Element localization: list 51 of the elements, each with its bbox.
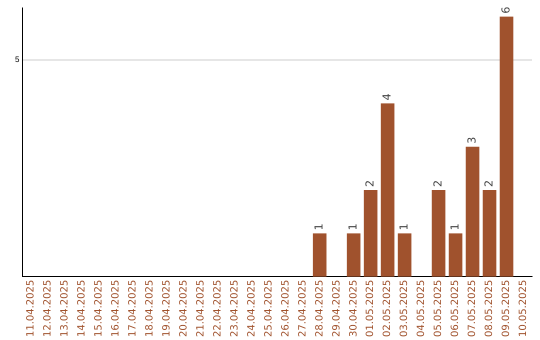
x-tick-label: 26.04.2025 — [280, 280, 292, 338]
x-tick-label: 05.05.2025 — [433, 280, 444, 338]
x-tick-label: 23.04.2025 — [229, 280, 240, 338]
data-label: 1 — [346, 223, 360, 230]
x-tick-label: 01.05.2025 — [365, 280, 376, 338]
x-tick-label: 03.05.2025 — [399, 280, 410, 338]
bar — [500, 16, 514, 277]
bar — [432, 190, 446, 277]
data-label: 1 — [397, 223, 410, 230]
bar — [466, 146, 480, 277]
x-tick-label: 22.04.2025 — [212, 280, 224, 338]
data-label: 2 — [364, 180, 376, 188]
data-label: 4 — [380, 93, 394, 100]
bar — [380, 103, 394, 277]
x-tick-label: 09.05.2025 — [501, 280, 512, 338]
x-tick-label: 18.04.2025 — [144, 280, 156, 338]
x-tick-label: 27.04.2025 — [297, 280, 308, 338]
data-label: 1 — [448, 223, 462, 230]
data-label: 6 — [499, 6, 512, 14]
bar — [364, 190, 378, 277]
data-label: 2 — [482, 180, 496, 188]
x-tick-label: 12.04.2025 — [42, 280, 54, 338]
x-tick-label: 19.04.2025 — [161, 280, 172, 338]
data-label: 2 — [431, 180, 444, 188]
x-tick-label: 28.04.2025 — [314, 280, 326, 338]
x-tick-label: 06.05.2025 — [450, 280, 462, 338]
x-tick-label: 11.04.2025 — [26, 280, 37, 338]
x-tick-label: 30.04.2025 — [348, 280, 360, 338]
x-tick-label: 25.04.2025 — [263, 280, 274, 338]
x-tick-label: 02.05.2025 — [382, 280, 394, 338]
x-tick-label: 08.05.2025 — [484, 280, 496, 338]
data-label: 3 — [465, 136, 478, 144]
x-tick-label: 10.05.2025 — [518, 280, 530, 338]
bar — [482, 190, 496, 277]
x-tick-label: 14.04.2025 — [76, 280, 88, 338]
bar — [448, 233, 462, 277]
x-tick-label: 15.04.2025 — [93, 280, 104, 338]
x-tick-label: 07.05.2025 — [467, 280, 478, 338]
bar — [312, 233, 326, 277]
x-tick-label: 17.04.2025 — [127, 280, 138, 338]
x-tick-label: 20.04.2025 — [178, 280, 190, 338]
x-tick-label: 04.05.2025 — [416, 280, 428, 338]
x-tick-label: 29.04.2025 — [331, 280, 342, 338]
x-tick-label: 24.04.2025 — [246, 280, 258, 338]
bar — [346, 233, 360, 277]
x-tick-label: 21.04.2025 — [195, 280, 206, 338]
data-label: 1 — [312, 223, 326, 230]
x-tick-label: 13.04.2025 — [60, 280, 71, 338]
x-tick-label: 16.04.2025 — [110, 280, 122, 338]
bar — [398, 233, 412, 277]
y-tick-label: 5 — [14, 55, 20, 64]
